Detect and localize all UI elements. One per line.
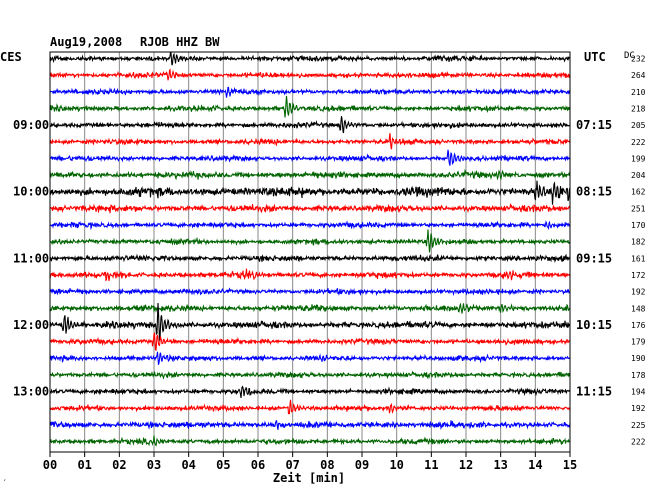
trace-line xyxy=(49,399,571,415)
dc-offset-value: 194 xyxy=(631,388,646,397)
trace-line xyxy=(49,86,571,98)
left-time-label: 10:00 xyxy=(13,185,49,199)
trace-line xyxy=(49,202,571,214)
trace-line xyxy=(49,180,571,205)
dc-offset-value: 210 xyxy=(631,88,646,97)
dc-offset-value: 170 xyxy=(631,221,646,230)
x-tick-label: 12 xyxy=(459,458,473,472)
trace-line xyxy=(49,332,571,351)
x-tick-label: 10 xyxy=(389,458,403,472)
dc-offset-value: 205 xyxy=(631,121,646,130)
dc-offset-value: 192 xyxy=(631,288,646,297)
trace-line xyxy=(49,287,571,297)
x-tick-label: 02 xyxy=(112,458,126,472)
corner-mark: ′ xyxy=(2,479,7,489)
dc-offset-value: 199 xyxy=(631,154,646,163)
grid-lines xyxy=(84,52,536,452)
right-time-label: 08:15 xyxy=(576,185,612,199)
x-tick-label: 06 xyxy=(251,458,265,472)
x-tick-label: 13 xyxy=(493,458,507,472)
plot-frame xyxy=(49,51,571,453)
x-tick-label: 08 xyxy=(320,458,334,472)
x-tick-label: 03 xyxy=(147,458,161,472)
seismogram-traces xyxy=(49,52,571,447)
dc-offset-value: 192 xyxy=(631,404,646,413)
dc-offset-value: 176 xyxy=(631,321,646,330)
x-tick-label: 04 xyxy=(181,458,195,472)
dc-offset-value: 190 xyxy=(631,354,646,363)
right-time-label: 10:15 xyxy=(576,318,612,332)
x-axis-ticks: 00 01 02 03 04 05 06 07 08 09 10 11 12 13 14 15 xyxy=(43,452,577,472)
x-tick-label: 11 xyxy=(424,458,438,472)
dc-offset-value: 218 xyxy=(631,104,646,113)
trace-line xyxy=(49,116,571,134)
dc-offset-value: 179 xyxy=(631,338,646,347)
left-time-label: 13:00 xyxy=(13,385,49,399)
dc-offset-value: 232 xyxy=(631,55,646,64)
x-tick-label: 14 xyxy=(528,458,542,472)
trace-line xyxy=(49,420,571,431)
trace-line xyxy=(49,68,571,81)
x-axis-label: Zeit [min] xyxy=(273,471,345,485)
trace-line xyxy=(49,253,571,263)
dc-offset-value: 182 xyxy=(631,238,646,247)
dc-offset-header: DC xyxy=(624,51,635,61)
dc-offset-value: 251 xyxy=(631,204,646,213)
right-time-labels: 07:15 08:15 09:15 10:15 11:15 xyxy=(576,118,612,398)
x-tick-label: 05 xyxy=(216,458,230,472)
trace-line xyxy=(49,370,571,380)
right-time-label: 07:15 xyxy=(576,118,612,132)
dc-offset-value: 222 xyxy=(631,138,646,147)
right-time-label: 11:15 xyxy=(576,385,612,399)
dc-offset-value: 162 xyxy=(631,188,646,197)
left-time-labels: 09:00 10:00 11:00 12:00 13:00 xyxy=(13,118,49,398)
left-time-label: 12:00 xyxy=(13,318,49,332)
trace-line xyxy=(50,229,571,253)
trace-line xyxy=(49,435,571,447)
left-timezone-label: CES xyxy=(0,50,22,64)
x-tick-label: 09 xyxy=(355,458,369,472)
right-timezone-label: UTC xyxy=(584,50,606,64)
x-tick-label: 15 xyxy=(563,458,577,472)
dc-offset-labels: 232 264 210 218 205 222 199 204 162 251 170 182 161 1… xyxy=(631,55,646,447)
trace-line xyxy=(49,302,571,314)
x-tick-label: 00 xyxy=(43,458,57,472)
x-tick-label: 07 xyxy=(285,458,299,472)
dc-offset-value: 264 xyxy=(631,71,646,80)
dc-offset-value: 178 xyxy=(631,371,646,380)
trace-line xyxy=(49,220,571,231)
trace-line xyxy=(49,52,571,66)
dc-offset-value: 148 xyxy=(631,304,646,313)
trace-line xyxy=(49,385,571,399)
left-time-label: 11:00 xyxy=(13,251,49,265)
trace-line xyxy=(49,95,571,118)
right-time-label: 09:15 xyxy=(576,251,612,265)
left-time-label: 09:00 xyxy=(13,118,49,132)
trace-line xyxy=(49,168,571,181)
dc-offset-value: 225 xyxy=(631,421,646,430)
trace-line xyxy=(49,133,571,150)
trace-line xyxy=(49,149,571,166)
dc-offset-value: 161 xyxy=(631,254,646,263)
x-tick-label: 01 xyxy=(77,458,91,472)
dc-offset-value: 172 xyxy=(631,271,646,280)
chart-title-date: Aug19,2008 xyxy=(50,35,122,49)
trace-line xyxy=(49,268,571,282)
trace-line xyxy=(49,351,571,365)
dc-offset-value: 204 xyxy=(631,171,646,180)
dc-offset-value: 222 xyxy=(631,437,646,446)
chart-title-station: RJOB HHZ BW xyxy=(140,35,220,49)
trace-line xyxy=(49,302,571,341)
